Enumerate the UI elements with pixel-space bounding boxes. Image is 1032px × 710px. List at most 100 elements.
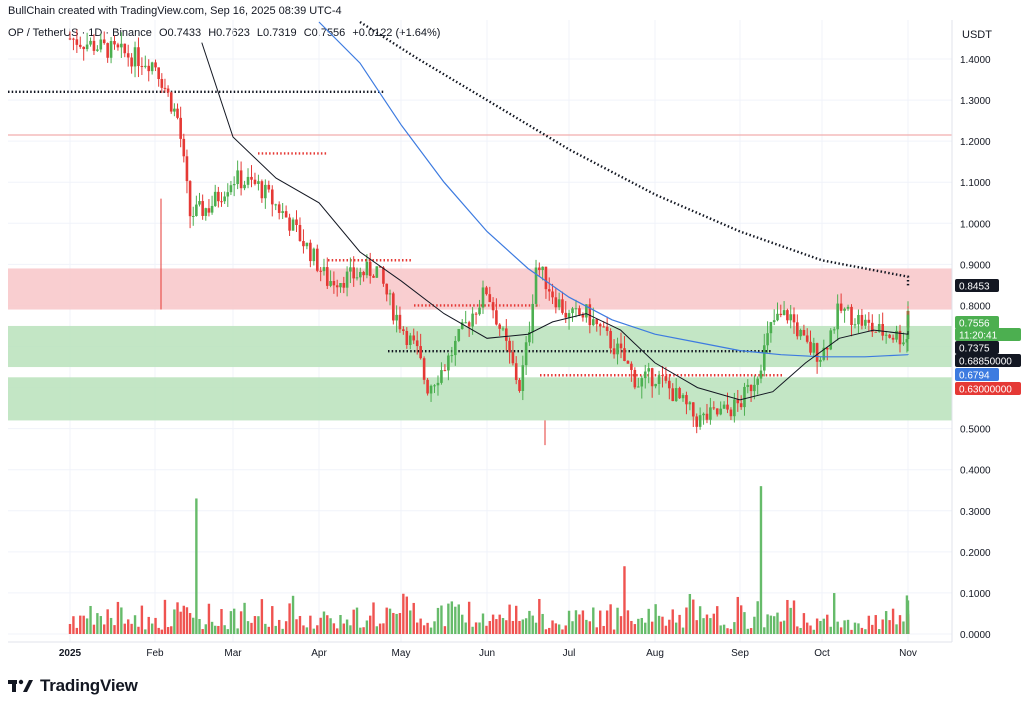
candle-body: [362, 271, 365, 276]
candle-body: [802, 329, 806, 336]
time-tick-label: Jul: [563, 648, 576, 659]
candle-body: [870, 322, 874, 332]
volume-bar: [884, 611, 888, 634]
time-tick-label: Mar: [224, 648, 242, 659]
candle-body: [198, 201, 201, 205]
volume-bar: [461, 614, 464, 634]
volume-bar: [719, 625, 722, 634]
volume-bar: [712, 613, 716, 634]
price-tag-label: 0.7556: [959, 319, 990, 330]
volume-bar: [826, 614, 829, 634]
candle-body: [534, 267, 538, 304]
candle-body: [695, 416, 699, 427]
candle-body: [905, 339, 909, 343]
candle-body: [213, 191, 217, 206]
volume-bar: [895, 624, 898, 634]
candle-body: [578, 308, 581, 315]
volume-bar: [581, 610, 585, 634]
tradingview-logo[interactable]: TradingView: [8, 676, 138, 696]
volume-bar: [157, 627, 160, 634]
candle-body: [812, 343, 816, 353]
volume-bar: [198, 619, 201, 634]
volume-bar: [457, 604, 460, 634]
volume-bar: [260, 599, 264, 634]
candle-body: [888, 334, 891, 338]
candle-body: [598, 324, 602, 327]
volume-bar: [133, 615, 137, 634]
volume-bar: [478, 622, 481, 634]
candle-body: [799, 329, 802, 337]
volume-bar: [661, 616, 664, 634]
volume-bar: [534, 622, 538, 634]
volume-bar: [309, 615, 312, 634]
candle-body: [705, 413, 709, 420]
volume-bar: [578, 614, 581, 634]
candle-body: [759, 370, 763, 379]
candle-body: [657, 375, 661, 384]
candle-body: [368, 261, 372, 276]
volume-bar: [362, 627, 365, 634]
candle-body: [749, 384, 753, 392]
candle-body: [113, 41, 116, 45]
volume-bar: [571, 621, 574, 634]
volume-bar: [769, 615, 773, 634]
volume-bar: [250, 622, 253, 634]
low-value: L0.7319: [256, 27, 297, 39]
volume-bar: [246, 621, 250, 634]
candle-body: [325, 267, 329, 286]
volume-bar: [305, 627, 309, 634]
volume-bar: [647, 608, 650, 634]
candle-body: [99, 39, 103, 50]
volume-bar: [85, 618, 89, 634]
currency-label[interactable]: USDT: [962, 29, 992, 41]
candle-body: [772, 320, 776, 323]
volume-bar: [365, 620, 369, 634]
moving-averages: [201, 20, 910, 401]
price-tick-label: 0.2000: [960, 548, 991, 559]
volume-bar: [541, 613, 544, 634]
volume-bar: [319, 617, 322, 634]
volume-bar: [355, 607, 359, 634]
symbol-name[interactable]: OP / TetherUS · 1D · Binance: [8, 27, 152, 39]
volume-bar: [809, 625, 812, 634]
volume-bar: [766, 614, 769, 634]
price-tick-label: 0.9000: [960, 260, 991, 271]
price-tag-bg: [955, 368, 999, 381]
volume-bar: [210, 621, 214, 634]
candle-body: [554, 297, 558, 308]
candle-body: [270, 189, 274, 205]
candle-body: [782, 310, 786, 316]
time-tick-label: Sep: [731, 648, 749, 659]
volume-bar: [612, 629, 616, 634]
candle-body: [453, 340, 457, 356]
price-tag-label: 11:20:41: [959, 331, 998, 342]
candle-body: [220, 201, 223, 203]
price-tick-label: 1.0000: [960, 219, 991, 230]
volume-bar: [116, 601, 120, 634]
volume-bar: [839, 627, 843, 634]
time-tick-label: May: [392, 648, 411, 659]
time-tick-label: Oct: [814, 648, 830, 659]
volume-bar: [79, 615, 82, 634]
candle-body: [733, 399, 736, 417]
candle-body: [147, 65, 151, 72]
candle-body: [102, 39, 106, 44]
candle-body: [792, 314, 796, 323]
volume-bar: [471, 626, 474, 634]
time-axis[interactable]: 2025 Feb Mar Apr May Jun Jul Aug Sep Oct Nov: [8, 641, 952, 659]
price-tag-bg: [955, 382, 1021, 395]
candle-body: [829, 330, 833, 350]
volume-bar: [567, 610, 571, 634]
candle-body: [825, 347, 829, 350]
volume-bar: [716, 606, 719, 634]
volume-bar: [772, 616, 776, 634]
volume-bar: [440, 605, 443, 634]
candle-body: [75, 39, 79, 45]
volume-bar: [491, 614, 495, 634]
volume-bar: [113, 625, 116, 634]
candle-body: [239, 170, 243, 189]
candle-body: [429, 385, 433, 394]
volume-bar: [217, 625, 220, 634]
volume-bar: [68, 623, 72, 634]
